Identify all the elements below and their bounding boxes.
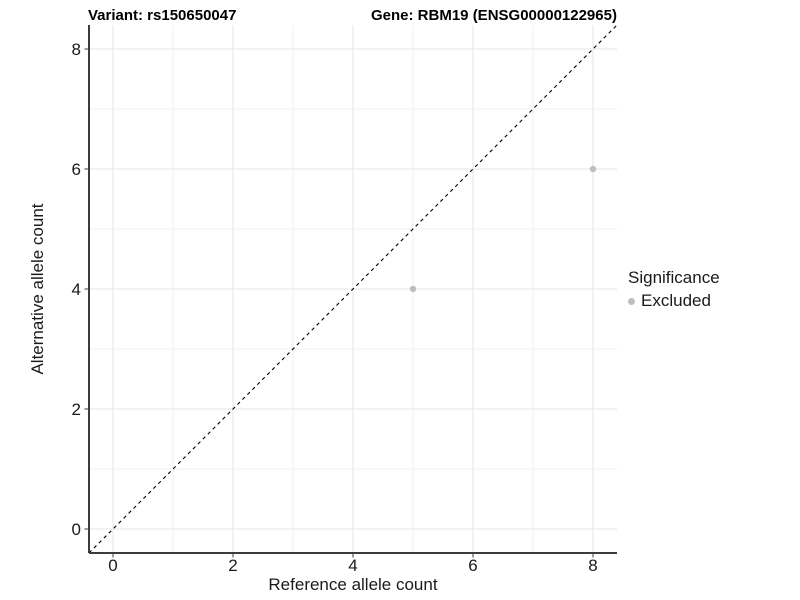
- y-tick-label: 4: [72, 280, 81, 299]
- y-tick-label: 2: [72, 400, 81, 419]
- x-tick-label: 0: [108, 556, 117, 575]
- y-tick-label: 0: [72, 520, 81, 539]
- y-tick-label: 6: [72, 160, 81, 179]
- legend: Significance Excluded: [628, 268, 720, 311]
- legend-entry-excluded: Excluded: [628, 291, 720, 311]
- x-tick-label: 6: [468, 556, 477, 575]
- x-axis-title: Reference allele count: [268, 575, 438, 594]
- identity-diagonal-line: [88, 24, 618, 554]
- data-point: [589, 165, 597, 173]
- y-tick-label: 8: [72, 40, 81, 59]
- data-point: [409, 285, 417, 293]
- legend-title: Significance: [628, 268, 720, 287]
- plot-title-variant: Variant: rs150650047: [88, 7, 237, 24]
- x-tick-label: 4: [348, 556, 357, 575]
- y-axis-title: Alternative allele count: [28, 203, 47, 375]
- x-tick-label: 2: [228, 556, 237, 575]
- x-tick-label: 8: [588, 556, 597, 575]
- legend-point-icon: [628, 297, 635, 305]
- plot-title-gene: Gene: RBM19 (ENSG00000122965): [371, 7, 617, 24]
- legend-entry-label: Excluded: [641, 291, 711, 310]
